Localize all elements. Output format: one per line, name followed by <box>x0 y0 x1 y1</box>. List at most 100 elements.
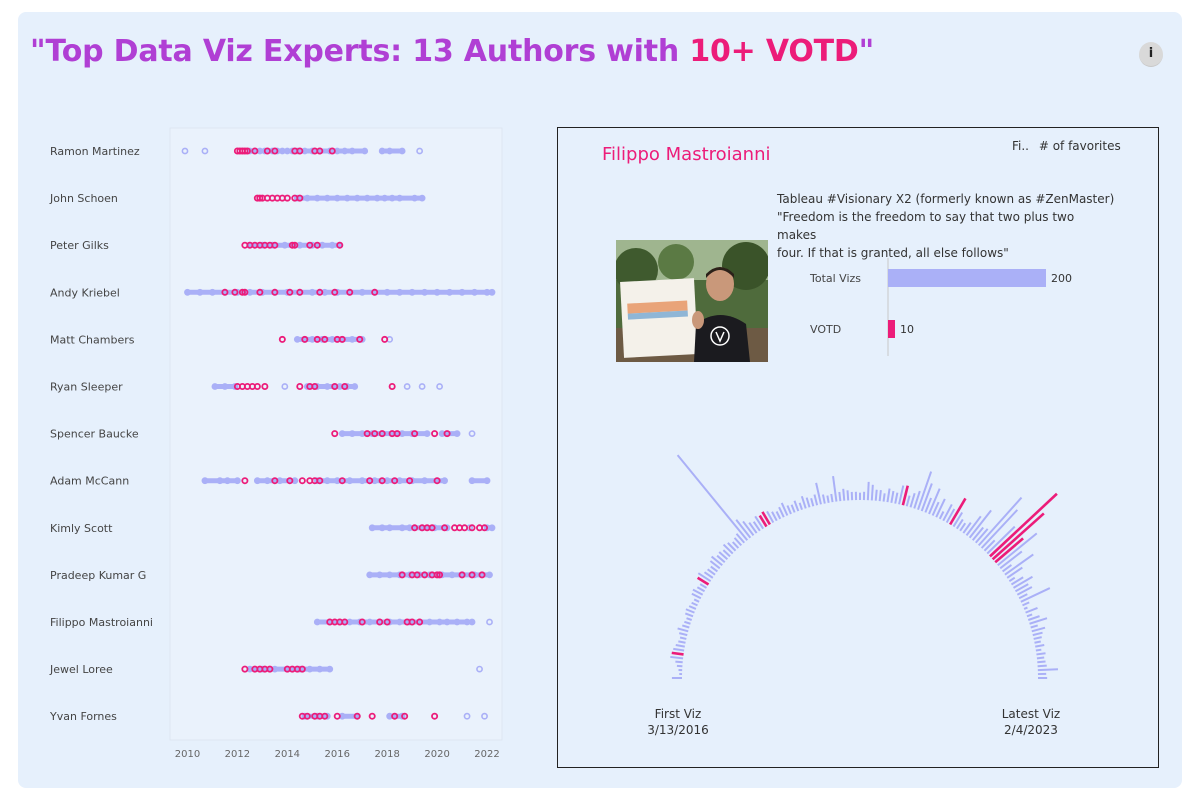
radial-bar[interactable] <box>1016 586 1033 596</box>
votd-point[interactable] <box>316 477 324 485</box>
viz-point[interactable] <box>398 147 406 155</box>
viz-point[interactable] <box>216 477 224 485</box>
radial-bar[interactable] <box>1002 564 1013 573</box>
author-label[interactable]: Yvan Fornes <box>49 710 117 723</box>
viz-point[interactable] <box>448 571 456 579</box>
votd-point[interactable] <box>363 430 371 438</box>
viz-point[interactable] <box>408 477 416 485</box>
viz-point[interactable] <box>383 288 391 296</box>
votd-point[interactable] <box>253 382 261 390</box>
votd-point[interactable] <box>353 712 361 720</box>
radial-bar[interactable] <box>679 636 687 640</box>
viz-point[interactable] <box>453 430 461 437</box>
radial-bar[interactable] <box>688 605 697 610</box>
votd-point[interactable] <box>296 382 304 390</box>
radial-bar[interactable] <box>722 549 731 558</box>
author-label[interactable]: Filippo Mastroianni <box>50 616 153 629</box>
viz-point[interactable] <box>348 430 356 437</box>
radial-bar-votd[interactable] <box>994 537 1024 564</box>
votd-point[interactable] <box>231 288 239 296</box>
radial-bar[interactable] <box>699 583 708 589</box>
viz-point[interactable] <box>281 241 289 249</box>
radial-bar[interactable] <box>821 494 826 504</box>
radial-bar[interactable] <box>1034 640 1041 644</box>
viz-point[interactable] <box>366 571 374 579</box>
votd-point[interactable] <box>341 618 349 626</box>
radial-bar[interactable] <box>917 471 933 511</box>
votd-point[interactable] <box>358 618 366 626</box>
radial-bar[interactable] <box>710 555 723 567</box>
viz-point[interactable] <box>258 288 266 296</box>
votd-point[interactable] <box>336 241 344 249</box>
viz-point[interactable] <box>196 288 204 296</box>
votd-point[interactable] <box>368 712 376 720</box>
radial-bar[interactable] <box>675 660 683 664</box>
author-label[interactable]: Jewel Loree <box>49 663 113 676</box>
votd-point[interactable] <box>413 571 421 579</box>
viz-point[interactable] <box>366 618 374 626</box>
radial-bar[interactable] <box>894 492 899 504</box>
author-label[interactable]: Kimly Scott <box>50 522 113 535</box>
votd-point[interactable] <box>316 147 324 155</box>
viz-point[interactable] <box>323 194 331 202</box>
viz-point[interactable] <box>421 288 429 296</box>
radial-bar[interactable] <box>716 554 726 564</box>
votd-point[interactable] <box>296 147 304 155</box>
viz-point[interactable] <box>358 335 366 343</box>
radial-bar[interactable] <box>675 644 685 648</box>
viz-point[interactable] <box>426 618 434 626</box>
radial-bar[interactable] <box>866 481 870 501</box>
votd-point[interactable] <box>331 382 339 390</box>
radial-bar[interactable] <box>846 490 850 501</box>
radial-bar[interactable] <box>1033 636 1042 640</box>
viz-point[interactable] <box>436 618 443 626</box>
radial-bar[interactable] <box>878 490 882 502</box>
radial-bar[interactable] <box>1023 606 1028 610</box>
viz-point[interactable] <box>356 618 364 626</box>
viz-point[interactable] <box>313 477 321 485</box>
radial-bar[interactable] <box>1010 576 1024 586</box>
votd-point[interactable] <box>283 194 291 202</box>
viz-point[interactable] <box>363 194 371 202</box>
votd-point[interactable] <box>338 335 346 343</box>
radial-bar[interactable] <box>1014 583 1029 593</box>
radial-bar[interactable] <box>938 511 945 520</box>
votd-point[interactable] <box>408 618 416 626</box>
viz-point[interactable] <box>346 477 354 485</box>
viz-point[interactable] <box>403 383 411 390</box>
viz-point[interactable] <box>358 288 366 296</box>
radial-bar-votd[interactable] <box>758 514 768 528</box>
viz-point[interactable] <box>488 288 496 296</box>
votd-point[interactable] <box>271 147 279 155</box>
viz-point[interactable] <box>326 147 334 155</box>
radial-bar[interactable] <box>707 568 716 576</box>
votd-point[interactable] <box>433 477 441 485</box>
radial-bar[interactable] <box>974 528 989 544</box>
radial-bar[interactable] <box>780 502 789 516</box>
radial-bar[interactable] <box>778 506 785 518</box>
viz-point[interactable] <box>453 618 461 626</box>
viz-point[interactable] <box>258 241 266 249</box>
viz-point[interactable] <box>443 618 451 626</box>
viz-point[interactable] <box>408 430 416 437</box>
author-label[interactable]: Adam McCann <box>50 475 129 488</box>
radial-bar[interactable] <box>748 522 758 534</box>
viz-point[interactable] <box>386 147 394 155</box>
radial-bar[interactable] <box>905 495 911 507</box>
viz-point[interactable] <box>343 194 351 202</box>
radial-bar[interactable] <box>670 655 684 660</box>
radial-bar[interactable] <box>800 495 807 509</box>
radial-bar[interactable] <box>710 565 718 573</box>
radial-bar[interactable] <box>684 620 691 625</box>
viz-point[interactable] <box>261 147 269 155</box>
radial-bar[interactable] <box>1025 606 1038 614</box>
viz-point[interactable] <box>431 524 439 532</box>
votd-point[interactable] <box>243 147 251 155</box>
radial-bar[interactable] <box>790 504 796 513</box>
viz-point[interactable] <box>351 383 359 390</box>
viz-point[interactable] <box>323 712 331 720</box>
viz-point[interactable] <box>433 288 441 296</box>
radial-bar[interactable] <box>793 500 800 512</box>
radial-bar-votd[interactable] <box>901 485 910 506</box>
votd-point[interactable] <box>393 430 401 438</box>
